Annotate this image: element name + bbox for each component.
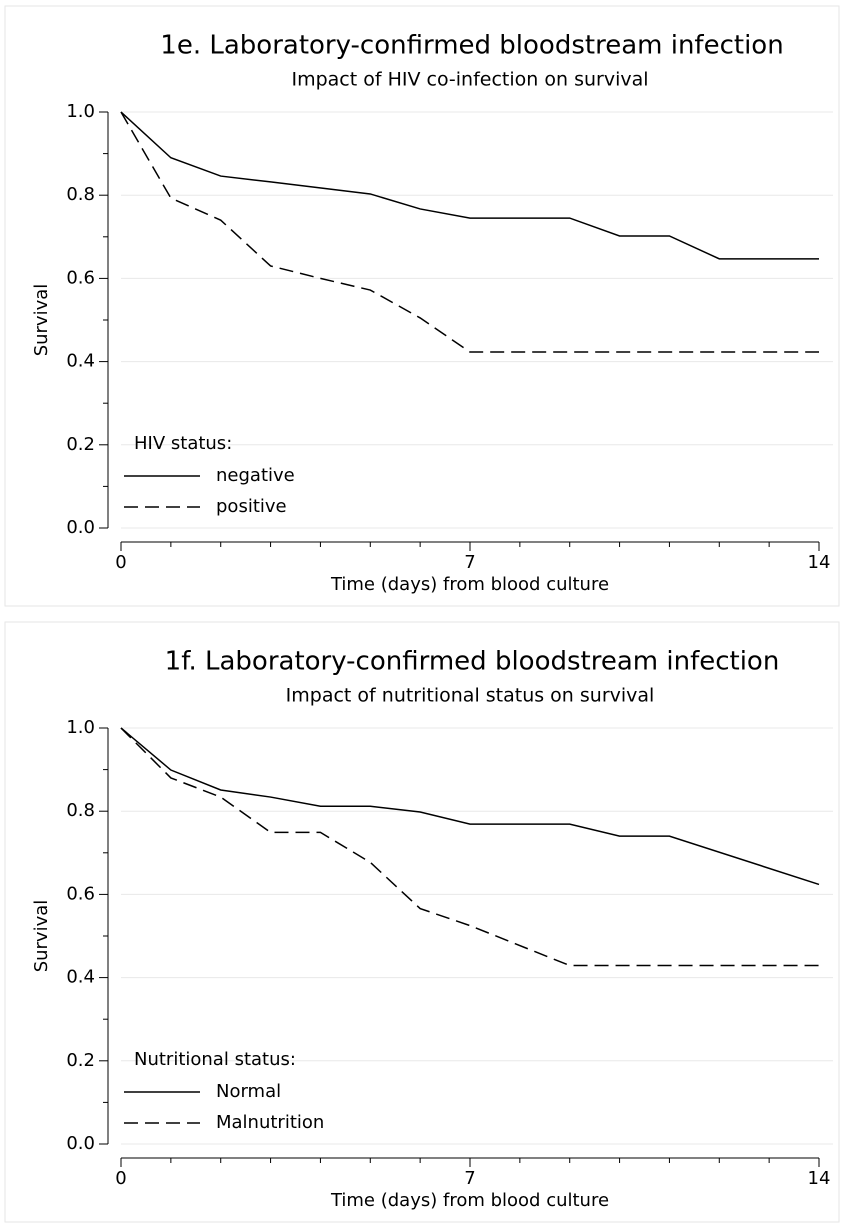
y-tick-label: 0.8 — [66, 184, 95, 205]
x-axis-label: Time (days) from blood culture — [330, 1190, 609, 1211]
legend-title: HIV status: — [134, 433, 232, 454]
survival-line — [120, 111, 819, 353]
chart-subtitle: Impact of HIV co-infection on survival — [291, 69, 648, 91]
legend-label: positive — [216, 496, 287, 517]
chart-title: 1e. Laboratory-confirmed bloodstream inf… — [160, 31, 783, 61]
survival-line — [120, 111, 819, 260]
x-axis-label: Time (days) from blood culture — [330, 574, 609, 595]
panel-frame — [4, 5, 840, 607]
y-tick-label: 0.8 — [66, 800, 95, 821]
legend-label: Malnutrition — [216, 1112, 324, 1133]
y-tick-label: 0.0 — [66, 1133, 95, 1154]
x-tick-label: 0 — [115, 552, 126, 573]
chart-subtitle: Impact of nutritional status on survival — [286, 685, 655, 707]
x-tick-label: 14 — [808, 1168, 831, 1189]
y-tick-label: 0.0 — [66, 517, 95, 538]
legend-title: Nutritional status: — [134, 1049, 296, 1070]
x-tick-label: 7 — [464, 1168, 475, 1189]
legend-label: negative — [216, 465, 295, 486]
panel-frame — [4, 621, 840, 1223]
y-tick-label: 0.2 — [66, 1050, 95, 1071]
y-tick-label: 0.2 — [66, 434, 95, 455]
y-axis-label: Survival — [31, 284, 52, 357]
x-tick-label: 0 — [115, 1168, 126, 1189]
survival-line — [120, 727, 820, 886]
y-tick-label: 0.6 — [66, 883, 95, 904]
y-tick-label: 0.6 — [66, 267, 95, 288]
survival-line — [120, 727, 819, 967]
chart-title: 1f. Laboratory-confirmed bloodstream inf… — [165, 647, 780, 677]
y-tick-label: 1.0 — [66, 101, 95, 122]
y-axis-label: Survival — [31, 900, 52, 973]
y-tick-label: 0.4 — [66, 351, 95, 372]
x-tick-label: 14 — [808, 552, 831, 573]
y-tick-label: 1.0 — [66, 717, 95, 738]
x-tick-label: 7 — [464, 552, 475, 573]
legend-label: Normal — [216, 1081, 281, 1102]
y-tick-label: 0.4 — [66, 967, 95, 988]
